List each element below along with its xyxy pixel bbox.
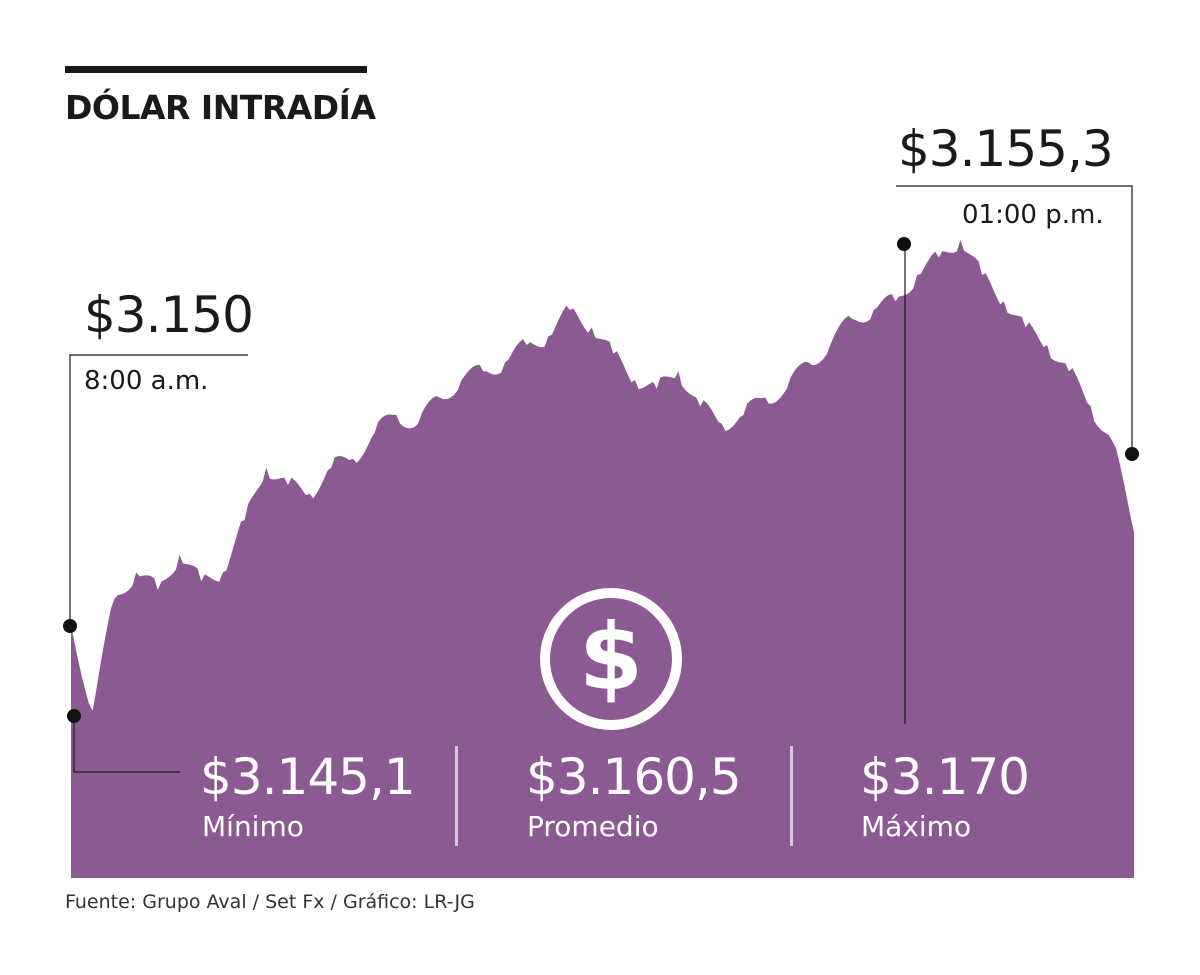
chart-title: DÓLAR INTRADÍA	[65, 88, 376, 127]
price-area	[71, 240, 1134, 878]
peak-time-label: 01:00 p.m.	[962, 200, 1104, 230]
open-value-label: $3.150	[84, 286, 254, 344]
min-leader-line	[73, 716, 180, 773]
stat-separator-2	[790, 746, 793, 846]
open-time-label: 8:00 a.m.	[84, 366, 209, 396]
source-note: Fuente: Grupo Aval / Set Fx / Gráfico: L…	[65, 891, 475, 913]
avg-value: $3.160,5	[526, 748, 742, 806]
min-point-marker	[67, 709, 81, 723]
peak-value-label: $3.155,3	[898, 120, 1114, 178]
dollar-coin-icon: $	[540, 588, 682, 730]
close-leader-line	[896, 185, 1133, 454]
min-label: Mínimo	[202, 810, 304, 843]
max-value: $3.170	[860, 748, 1030, 806]
close-point-marker	[1125, 447, 1139, 461]
max-point-marker	[897, 237, 911, 251]
max-label: Máximo	[861, 810, 972, 843]
title-rule	[65, 66, 367, 73]
min-value: $3.145,1	[200, 748, 416, 806]
stat-separator-1	[455, 746, 458, 846]
open-leader-line	[69, 354, 248, 626]
avg-label: Promedio	[527, 810, 659, 843]
open-point-marker	[63, 619, 77, 633]
